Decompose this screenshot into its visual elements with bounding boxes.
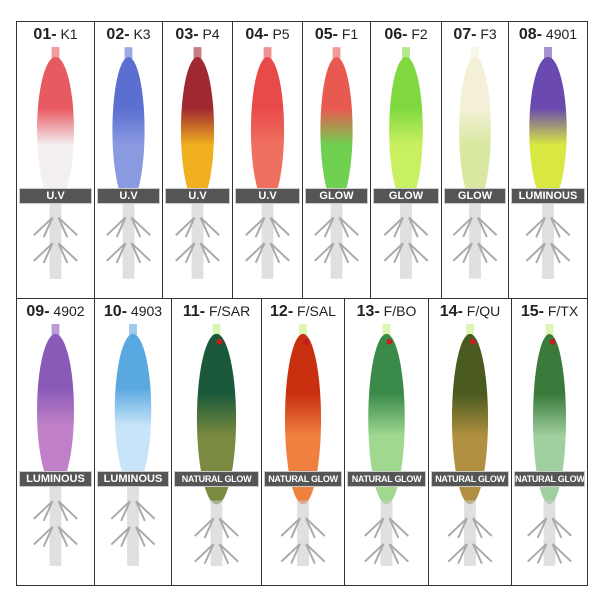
product-code: F2 [411, 26, 428, 42]
product-cell[interactable]: 02- K3 U.V [94, 21, 163, 299]
finish-badge: U.V [165, 188, 230, 205]
product-code: F/TX [547, 303, 579, 319]
product-code: 4903 [130, 303, 163, 319]
finish-badge: NATURAL GLOW [264, 471, 342, 488]
product-cell[interactable]: 08- 4901 LUMINOUS [508, 21, 588, 299]
product-label: 08- 4901 [509, 26, 587, 44]
product-cell[interactable]: 11- F/SAR NATURAL GLOW [171, 298, 262, 586]
product-cell[interactable]: 13- F/BO NATURAL GLOW [344, 298, 429, 586]
product-label: 06- F2 [371, 26, 441, 44]
squid-jig-image [194, 323, 239, 567]
product-number: 08- [518, 26, 543, 43]
squid-jig-image [447, 323, 493, 566]
product-number: 10- [103, 303, 128, 320]
squid-jig-image [527, 324, 572, 566]
product-code: F/QU [466, 303, 501, 319]
product-label: 10- 4903 [95, 303, 171, 321]
product-cell[interactable]: 05- F1 GLOW [302, 21, 371, 299]
product-number: 09- [26, 303, 50, 320]
product-cell[interactable]: 03- P4 U.V [162, 21, 233, 299]
product-cell[interactable]: 01- K1 U.V [16, 21, 95, 299]
product-label: 11- F/SAR [172, 303, 261, 321]
squid-jig-image [33, 324, 78, 566]
finish-badge: NATURAL GLOW [174, 471, 259, 488]
product-code: 4902 [53, 303, 85, 319]
product-cell[interactable]: 10- 4903 LUMINOUS [94, 298, 172, 586]
finish-badge: U.V [19, 188, 92, 205]
finish-badge: LUMINOUS [511, 188, 585, 205]
product-number: 01- [33, 26, 57, 43]
product-code: K1 [60, 26, 78, 42]
product-number: 12- [270, 303, 294, 320]
product-number: 11- [182, 303, 206, 320]
product-label: 14- F/QU [429, 303, 511, 321]
squid-jig-image [525, 46, 571, 279]
product-cell[interactable]: 07- F3 GLOW [441, 21, 509, 299]
product-number: 07- [453, 26, 477, 43]
squid-jig-image [452, 47, 498, 279]
finish-badge: NATURAL GLOW [347, 471, 426, 488]
finish-badge: LUMINOUS [19, 471, 92, 488]
product-label: 12- F/SAL [262, 303, 344, 321]
product-code: K3 [133, 26, 151, 42]
product-label: 15- F/TX [512, 303, 587, 321]
product-label: 07- F3 [442, 26, 508, 44]
finish-badge: GLOW [305, 188, 368, 205]
finish-badge: NATURAL GLOW [514, 471, 585, 488]
product-code: F/BO [383, 303, 417, 319]
product-label: 05- F1 [303, 26, 370, 44]
finish-badge: U.V [97, 188, 160, 205]
product-code: F1 [341, 26, 359, 42]
product-number: 14- [439, 303, 463, 320]
squid-jig-image [33, 46, 78, 279]
product-number: 05- [314, 26, 338, 43]
squid-jig-image [364, 323, 409, 567]
product-label: 02- K3 [95, 26, 162, 44]
squid-jig-image [245, 47, 290, 279]
product-number: 04- [245, 26, 269, 43]
product-cell[interactable]: 09- 4902 LUMINOUS [16, 298, 95, 586]
product-code: F/SAR [208, 303, 251, 319]
product-cell[interactable]: 12- F/SAL NATURAL GLOW [261, 298, 345, 586]
product-code: F3 [480, 26, 497, 42]
product-cell[interactable]: 06- F2 GLOW [370, 21, 442, 299]
squid-jig-image [383, 47, 429, 279]
product-number: 15- [520, 303, 544, 320]
product-cell[interactable]: 15- F/TX NATURAL GLOW [511, 298, 588, 586]
squid-jig-image [280, 323, 326, 566]
squid-jig-image [110, 324, 156, 566]
squid-jig-image [106, 47, 151, 279]
product-label: 03- P4 [163, 26, 232, 44]
finish-badge: NATURAL GLOW [431, 471, 509, 488]
product-label: 09- 4902 [17, 303, 94, 321]
finish-badge: LUMINOUS [97, 471, 169, 488]
product-number: 03- [175, 26, 199, 43]
product-label: 13- F/BO [345, 303, 428, 321]
finish-badge: U.V [235, 188, 300, 205]
product-code: P4 [202, 26, 220, 42]
finish-badge: GLOW [373, 188, 439, 205]
product-cell[interactable]: 14- F/QU NATURAL GLOW [428, 298, 512, 586]
product-label: 01- K1 [17, 26, 94, 44]
squid-jig-image [175, 47, 220, 279]
product-code: P5 [272, 26, 290, 42]
product-number: 06- [384, 26, 408, 43]
product-number: 13- [356, 303, 380, 320]
product-code: F/SAL [297, 303, 336, 319]
product-label: 04- P5 [233, 26, 302, 44]
finish-badge: GLOW [444, 188, 506, 205]
product-cell[interactable]: 04- P5 U.V [232, 21, 303, 299]
squid-jig-image [314, 47, 359, 279]
product-number: 02- [106, 26, 130, 43]
product-code: 4901 [545, 26, 578, 42]
